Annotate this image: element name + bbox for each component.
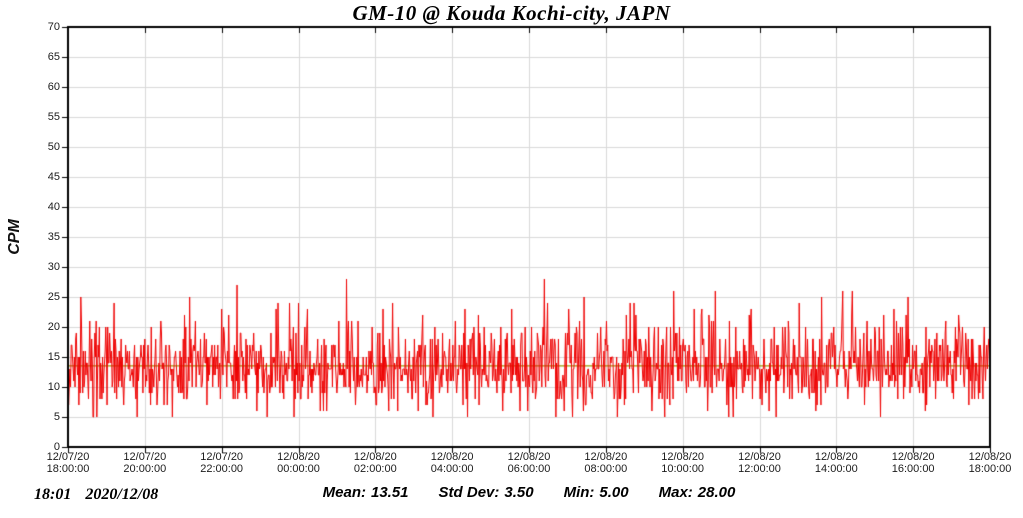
stat-min: Min: 5.00	[563, 484, 629, 501]
y-tick-label: 45	[47, 171, 60, 183]
y-tick-label: 15	[47, 351, 60, 363]
y-tick-label: 35	[47, 231, 60, 243]
y-tick-label: 40	[47, 201, 60, 213]
y-tick-label: 60	[47, 81, 60, 93]
x-tick-label: 12/08/20 08:00:00	[584, 451, 628, 475]
y-tick-label: 10	[47, 381, 60, 393]
x-tick-label: 12/08/20 18:00:00	[968, 451, 1012, 475]
y-tick-label: 25	[47, 291, 60, 303]
capture-timestamp: 18:01 2020/12/08	[34, 486, 158, 504]
stat-max: Max: 28.00	[658, 484, 736, 501]
x-tick-label: 12/08/20 12:00:00	[738, 451, 781, 475]
x-tick-label: 12/07/20 18:00:00	[46, 451, 90, 475]
x-tick-label: 12/07/20 20:00:00	[123, 451, 167, 475]
y-tick-label: 30	[47, 261, 60, 273]
x-tick-label: 12/08/20 10:00:00	[661, 451, 705, 475]
y-tick-label: 0	[53, 441, 60, 453]
y-tick-label: 50	[47, 141, 60, 153]
x-tick-label: 12/08/20 00:00:00	[277, 451, 320, 475]
stats-bar: Mean: 13.51 Std Dev: 3.50 Min: 5.00 Max: 28.…	[68, 484, 990, 501]
x-tick-label: 12/08/20 02:00:00	[353, 451, 397, 475]
y-tick-label: 5	[53, 411, 60, 423]
stat-mean: Mean: 13.51	[322, 484, 409, 501]
x-tick-label: 12/08/20 14:00:00	[814, 451, 858, 475]
x-tick-label: 12/08/20 16:00:00	[891, 451, 935, 475]
y-tick-label: 65	[47, 51, 60, 63]
stat-std-dev: Std Dev: 3.50	[438, 484, 534, 501]
capture-date: 2020/12/08	[85, 486, 159, 503]
x-tick-label: 12/07/20 22:00:00	[200, 451, 244, 475]
y-tick-label: 70	[47, 21, 60, 33]
y-tick-label: 55	[47, 111, 60, 123]
y-tick-label: 20	[47, 321, 60, 333]
x-tick-label: 12/08/20 06:00:00	[507, 451, 551, 475]
capture-time: 18:01	[34, 486, 72, 503]
x-tick-label: 12/08/20 04:00:00	[430, 451, 474, 475]
